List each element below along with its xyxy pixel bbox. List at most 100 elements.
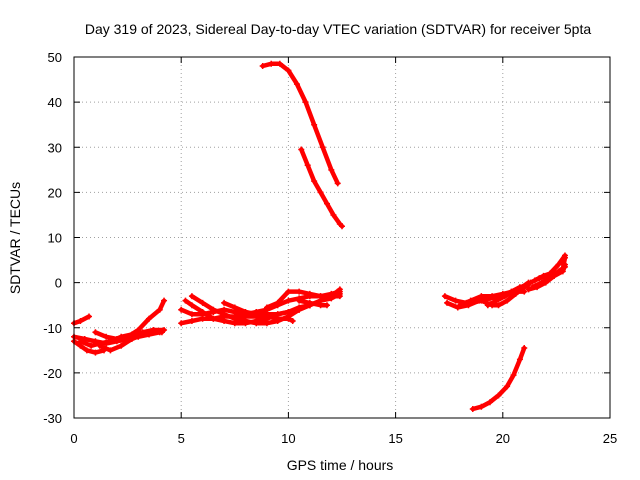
data-point — [285, 288, 292, 295]
data-point — [77, 317, 84, 324]
data-point — [317, 302, 324, 309]
data-point — [285, 308, 292, 315]
data-point — [107, 347, 114, 354]
y-tick-label: 50 — [48, 50, 62, 65]
data-point — [139, 331, 146, 338]
data-point — [96, 342, 103, 349]
data-point — [285, 297, 292, 304]
data-point — [478, 403, 485, 410]
data-point — [538, 279, 545, 286]
data-point — [293, 81, 300, 88]
data-point — [306, 299, 313, 306]
data-point — [285, 67, 292, 74]
data-point — [86, 313, 93, 320]
data-point — [231, 304, 238, 311]
data-point — [199, 315, 206, 322]
data-point — [311, 178, 318, 185]
data-point — [452, 297, 459, 304]
data-point — [259, 63, 266, 70]
series-arc-high-1 — [259, 60, 341, 187]
data-point — [150, 329, 157, 336]
series-line — [470, 345, 527, 412]
data-point — [276, 60, 283, 67]
data-point — [274, 317, 281, 324]
data-point — [306, 290, 313, 297]
data-point — [336, 288, 343, 295]
y-tick-label: -30 — [43, 411, 62, 426]
data-point — [103, 333, 110, 340]
series-arc-mid-6 — [263, 288, 343, 311]
series-arc-mid-7 — [296, 297, 330, 309]
data-point — [289, 317, 296, 324]
data-point — [188, 293, 195, 300]
y-tick-label: -10 — [43, 321, 62, 336]
data-point — [467, 299, 474, 306]
series-arc-early-3 — [92, 297, 168, 343]
data-point — [561, 263, 568, 270]
data-point — [510, 288, 517, 295]
data-point — [274, 311, 281, 318]
data-point — [158, 329, 165, 336]
data-point — [529, 284, 536, 291]
data-point — [128, 336, 135, 343]
x-axis-label: GPS time / hours — [287, 457, 394, 473]
y-tick-label: -20 — [43, 366, 62, 381]
data-point — [501, 293, 508, 300]
data-point — [339, 223, 345, 230]
data-point — [489, 293, 496, 300]
data-point — [516, 356, 523, 363]
data-point — [113, 336, 120, 343]
data-point — [88, 342, 95, 349]
series-arc-early-low — [71, 338, 108, 356]
axis-ticks — [73, 56, 611, 419]
y-axis-label: SDTVAR / TECUs — [7, 182, 23, 294]
data-point — [242, 308, 249, 315]
x-tick-label: 5 — [178, 431, 185, 446]
series-line — [485, 280, 531, 308]
x-tick-label: 20 — [496, 431, 510, 446]
data-point — [253, 320, 260, 327]
data-point — [510, 372, 517, 379]
data-point — [210, 306, 217, 313]
data-point — [268, 60, 275, 67]
data-point — [135, 327, 142, 334]
data-point — [317, 293, 324, 300]
data-point — [296, 288, 303, 295]
data-point — [298, 146, 305, 153]
data-point — [146, 315, 153, 322]
data-point — [555, 268, 562, 275]
data-point — [519, 284, 526, 291]
series-arc-late-low — [469, 345, 528, 412]
data-point — [77, 338, 84, 345]
data-series — [71, 60, 568, 412]
data-point — [156, 306, 163, 313]
data-point — [124, 333, 131, 340]
y-tick-label: 20 — [48, 185, 62, 200]
y-tick-label: 0 — [55, 276, 62, 291]
x-tick-label: 0 — [70, 431, 77, 446]
data-point — [469, 405, 476, 412]
data-point — [531, 277, 538, 284]
x-tick-label: 25 — [603, 431, 617, 446]
data-point — [304, 162, 311, 169]
data-point — [178, 306, 185, 313]
data-point — [484, 302, 491, 309]
data-point — [221, 299, 228, 306]
data-point — [311, 121, 318, 128]
data-point — [323, 200, 330, 207]
data-point — [525, 286, 532, 293]
data-point — [118, 342, 125, 349]
data-point — [221, 317, 228, 324]
data-point — [555, 261, 562, 268]
data-point — [92, 329, 99, 336]
series-line — [260, 61, 340, 186]
y-tick-label: 30 — [48, 140, 62, 155]
data-point — [561, 252, 568, 259]
series-line — [296, 298, 330, 308]
series-arc-late-5 — [484, 279, 532, 309]
data-point — [444, 299, 451, 306]
data-point — [231, 315, 238, 322]
data-point — [178, 320, 185, 327]
data-point — [188, 317, 195, 324]
